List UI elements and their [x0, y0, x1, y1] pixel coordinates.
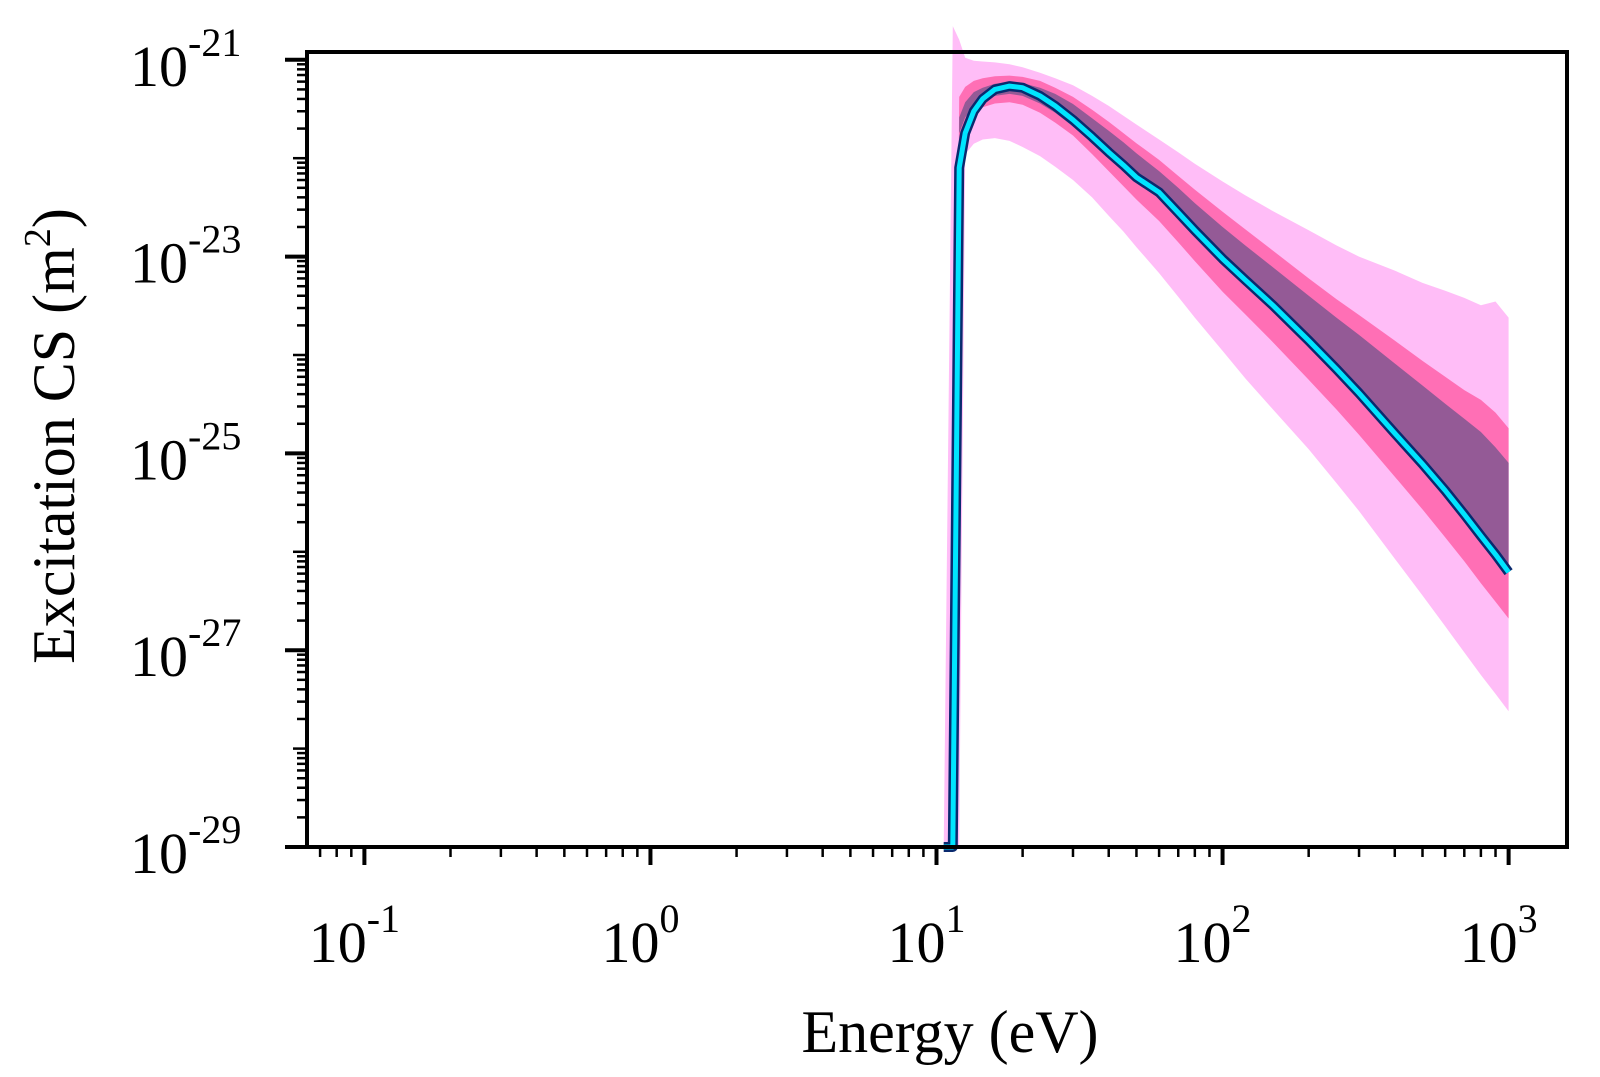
y-tick-label: 10-27 [130, 610, 241, 689]
series-mean-line [943, 83, 1511, 850]
y-tick-exponent: -25 [188, 413, 241, 458]
plot-frame [305, 50, 1569, 849]
y-tick-base: 10 [130, 427, 188, 492]
x-tick-base: 10 [601, 910, 659, 975]
y-tick-exponent: -23 [188, 217, 241, 262]
y-axis-title: Excitation CS (m2) [17, 208, 87, 664]
y-tick-exponent: -21 [188, 20, 241, 65]
x-tick-label: 100 [601, 896, 679, 975]
y-tick-label: 10-25 [130, 413, 241, 492]
tick-labels: 10-1 100 101 102 10310-2110-2310-2510-2710-2… [130, 20, 1538, 975]
y-axis-title-superscript: 2 [17, 228, 59, 247]
band-inner-band [943, 82, 1509, 848]
x-tick-base: 10 [1174, 910, 1232, 975]
x-tick-exponent: 1 [946, 896, 966, 941]
y-tick-exponent: -27 [188, 610, 241, 655]
x-tick-label: 10-1 [309, 896, 400, 975]
y-tick-label: 10-23 [130, 217, 241, 296]
y-tick-base: 10 [130, 34, 188, 99]
y-tick-label: 10-21 [130, 20, 241, 99]
x-tick-exponent: 3 [1518, 896, 1538, 941]
x-tick-base: 10 [309, 910, 367, 975]
y-tick-base: 10 [130, 821, 188, 886]
y-tick-exponent: -29 [188, 807, 241, 852]
x-tick-base: 10 [888, 910, 946, 975]
y-tick-base: 10 [130, 624, 188, 689]
x-tick-label: 101 [888, 896, 966, 975]
y-axis-title-close: ) [21, 208, 87, 228]
x-tick-label: 102 [1174, 896, 1252, 975]
x-tick-exponent: 2 [1232, 896, 1252, 941]
y-axis-title-main: Excitation CS (m [21, 247, 87, 664]
mean-curve-layer [943, 81, 1513, 852]
y-tick-label: 10-29 [130, 807, 241, 886]
x-axis-title: Energy (eV) [801, 999, 1098, 1065]
x-tick-label: 103 [1460, 896, 1538, 975]
x-tick-exponent: 0 [659, 896, 679, 941]
x-tick-base: 10 [1460, 910, 1518, 975]
band-middle-band [943, 75, 1509, 848]
x-tick-exponent: -1 [367, 896, 400, 941]
y-tick-base: 10 [130, 231, 188, 296]
